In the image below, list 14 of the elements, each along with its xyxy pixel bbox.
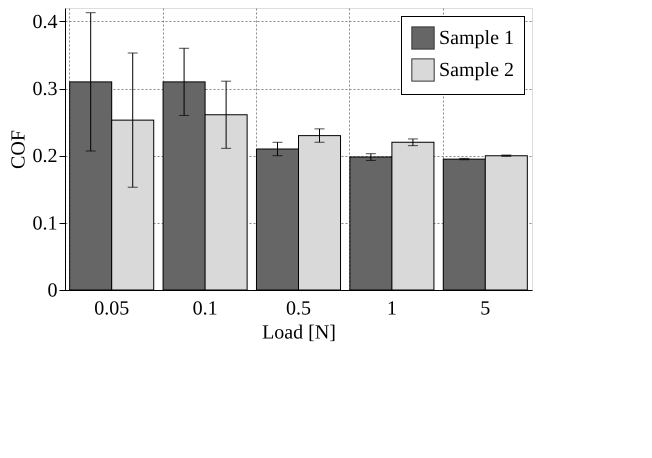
x-tick-label: 0.1 [192, 298, 218, 320]
y-tick-label: 0.1 [32, 212, 58, 234]
x-tick-label: 1 [386, 298, 397, 320]
x-tick-label: 0.5 [286, 298, 311, 320]
x-axis-title: Load [N] [262, 322, 336, 344]
y-tick-label: 0 [48, 280, 58, 302]
y-tick-label: 0.4 [32, 10, 58, 33]
y-tick-label: 0.3 [32, 78, 58, 100]
legend-label: Sample 1 [439, 27, 514, 49]
x-tick-label: 5 [480, 298, 490, 320]
y-axis-title: COF [8, 130, 30, 169]
y-tick-label: 0.2 [32, 145, 58, 168]
x-tick-label: 0.05 [94, 298, 130, 320]
legend-label: Sample 2 [439, 59, 514, 81]
